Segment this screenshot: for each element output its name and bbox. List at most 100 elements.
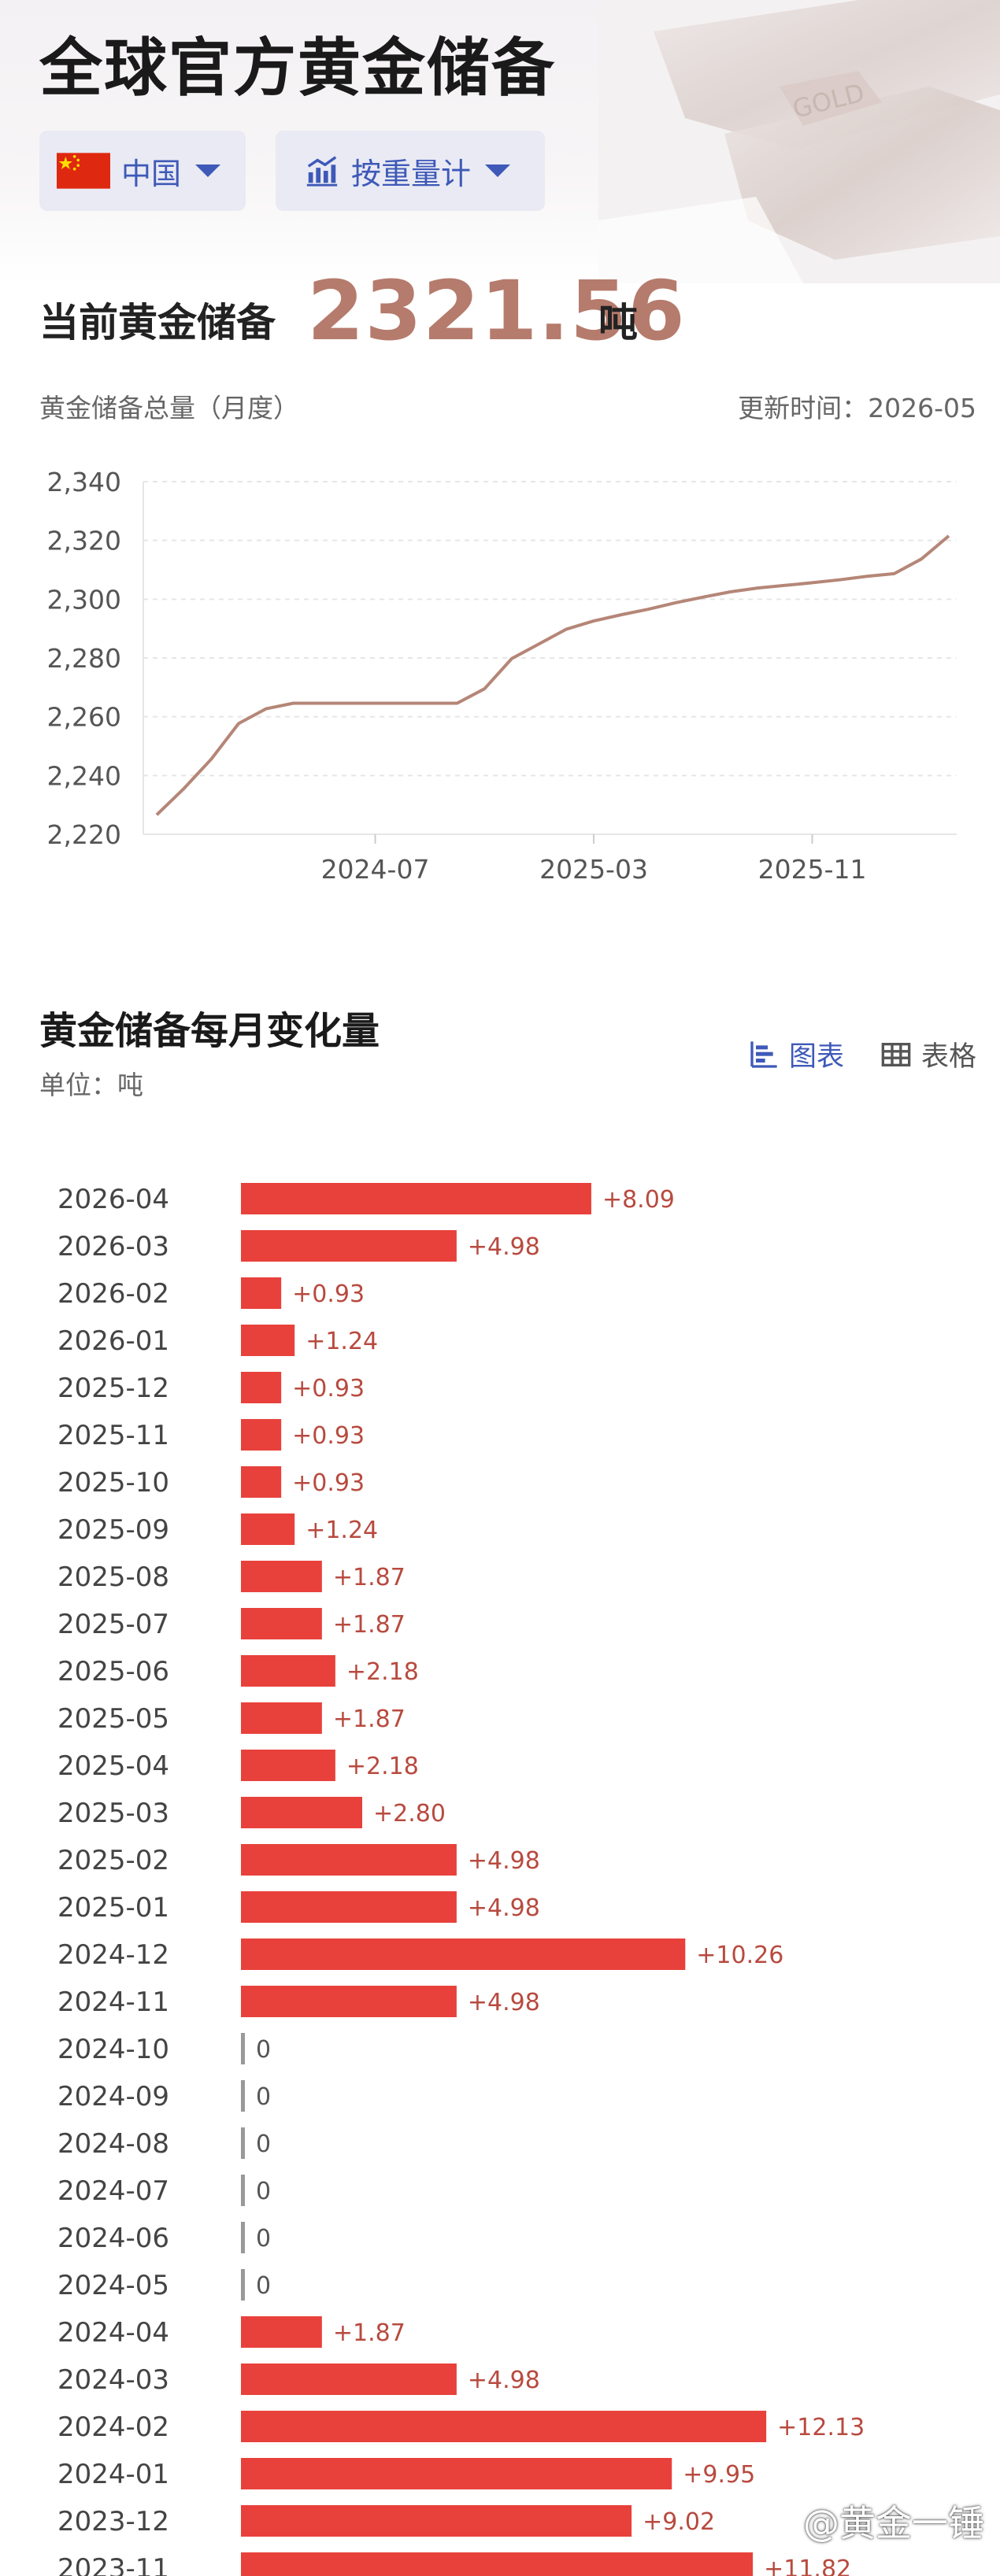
current-reserve-label: 当前黄金储备 [39, 300, 276, 346]
x-tick-label: 2025-03 [539, 854, 648, 885]
bar-value-label: 0 [256, 2036, 271, 2064]
bar-category-label: 2024-02 [57, 2412, 169, 2443]
bar-category-label: 2025-02 [57, 1845, 169, 1876]
tab-chart[interactable]: 图表 [748, 1034, 844, 1074]
bar-category-label: 2025-06 [57, 1656, 169, 1687]
bar-category-label: 2024-01 [57, 2459, 169, 2490]
bar-category-label: 2024-10 [57, 2034, 169, 2065]
total-reserve-line-chart[interactable]: 2,220 2,240 2,260 2,280 2,300 2,320 2,340 2024-… [0, 449, 1000, 905]
bar[interactable] [241, 2127, 245, 2159]
line-point[interactable] [236, 721, 241, 726]
line-point[interactable] [428, 700, 432, 705]
bar[interactable] [241, 2033, 245, 2064]
bar-category-label: 2025-11 [57, 1420, 169, 1451]
bar-category-label: 2025-05 [57, 1703, 169, 1735]
measure-dropdown[interactable]: 按重量计 [276, 131, 545, 211]
bar[interactable] [241, 2222, 245, 2253]
bar-value-label: 0 [256, 2083, 271, 2111]
page-title: 全球官方黄金储备 [39, 31, 556, 105]
bar[interactable] [241, 1891, 457, 1923]
bar[interactable] [241, 2411, 767, 2442]
bar[interactable] [241, 1938, 686, 1970]
bar[interactable] [241, 2505, 632, 2537]
bar[interactable] [241, 2269, 245, 2301]
bar[interactable] [241, 1372, 282, 1403]
line-point[interactable] [919, 556, 924, 561]
bar-value-label: +0.93 [292, 1469, 365, 1497]
bar[interactable] [241, 1277, 282, 1309]
line-point[interactable] [509, 656, 514, 661]
bar-value-label: +9.02 [643, 2508, 715, 2536]
bar[interactable] [241, 2175, 245, 2206]
line-point[interactable] [591, 619, 596, 623]
bar[interactable] [241, 1986, 457, 2017]
bar[interactable] [241, 1561, 322, 1592]
bar[interactable] [241, 2316, 322, 2348]
watermark-text: @黄金一锤 [803, 2502, 984, 2545]
bar[interactable] [241, 2458, 672, 2489]
line-point[interactable] [892, 571, 897, 576]
line-point[interactable] [755, 586, 760, 590]
bar[interactable] [241, 1325, 295, 1356]
bar-value-label: +11.82 [764, 2556, 851, 2576]
line-point[interactable] [455, 700, 460, 705]
country-dropdown[interactable]: 中国 [39, 131, 246, 211]
bar[interactable] [241, 1183, 591, 1214]
tab-table-label: 表格 [921, 1041, 977, 1073]
bar[interactable] [241, 1230, 457, 1262]
tab-table[interactable]: 表格 [880, 1034, 976, 1074]
line-point[interactable] [346, 700, 350, 705]
bar[interactable] [241, 2552, 754, 2576]
bar-value-label: +12.13 [777, 2414, 865, 2441]
y-tick-label: 2,300 [47, 584, 121, 615]
line-point[interactable] [837, 578, 842, 582]
line-point[interactable] [701, 595, 706, 600]
line-point[interactable] [619, 612, 624, 617]
line-point[interactable] [318, 700, 323, 705]
y-tick-label: 2,240 [47, 760, 121, 791]
bar[interactable] [241, 1466, 282, 1498]
bar[interactable] [241, 1419, 282, 1451]
bar[interactable] [241, 2363, 457, 2395]
line-point[interactable] [400, 700, 405, 705]
line-point[interactable] [537, 641, 542, 646]
bar-category-label: 2024-03 [57, 2364, 169, 2396]
bar-value-label: +4.98 [468, 1233, 540, 1261]
line-point[interactable] [564, 626, 569, 631]
bar[interactable] [241, 1608, 322, 1639]
chevron-down-icon [485, 164, 511, 177]
bar-category-label: 2025-04 [57, 1750, 169, 1782]
line-point[interactable] [291, 700, 295, 705]
y-tick-label: 2,340 [47, 467, 121, 497]
bar[interactable] [241, 1655, 335, 1687]
bar[interactable] [241, 1844, 457, 1876]
monthly-change-bar-chart[interactable]: 2026-04 +8.09 2026-03 +4.98 2026-02 +0.93 2026… [0, 1157, 1000, 2576]
bar-category-label: 2025-10 [57, 1467, 169, 1499]
china-flag-icon [57, 153, 110, 189]
line-point[interactable] [182, 786, 187, 791]
bar-category-label: 2026-02 [57, 1278, 169, 1310]
line-point[interactable] [209, 756, 213, 761]
line-point[interactable] [154, 812, 159, 817]
line-point[interactable] [373, 700, 378, 705]
line-point[interactable] [482, 686, 487, 691]
line-point[interactable] [783, 583, 787, 588]
line-point[interactable] [865, 574, 869, 578]
line-point[interactable] [646, 607, 650, 612]
bar-value-label: +0.93 [292, 1375, 365, 1403]
line-point[interactable] [728, 589, 732, 594]
bar[interactable] [241, 2080, 245, 2112]
bar-value-label: +10.26 [696, 1942, 783, 1969]
bar-value-label: +9.95 [683, 2461, 755, 2489]
bar-value-label: 0 [256, 2225, 271, 2253]
bar[interactable] [241, 1797, 362, 1828]
bar[interactable] [241, 1513, 295, 1545]
bar-chart-icon [306, 156, 338, 187]
bar-value-label: +0.93 [292, 1281, 365, 1308]
line-point[interactable] [264, 707, 269, 711]
bar[interactable] [241, 1702, 322, 1734]
bar[interactable] [241, 1750, 335, 1781]
line-point[interactable] [810, 580, 815, 585]
line-point[interactable] [946, 534, 951, 538]
line-point[interactable] [673, 601, 678, 605]
